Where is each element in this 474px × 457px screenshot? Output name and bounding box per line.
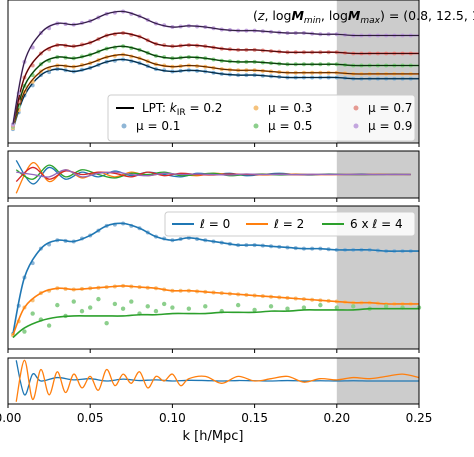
panel-top [7,0,420,147]
legend-marker [253,123,259,129]
data-point [383,304,389,309]
series-line [16,169,411,178]
x-tick-label: 0.25 [406,411,433,425]
x-tick-label: 0.00 [0,411,21,425]
legend-marker [253,105,259,111]
data-point [129,299,134,304]
lpt-line [12,54,419,129]
series-4 [16,169,411,178]
data-point [203,304,208,309]
legend-label: 6 x ℓ = 4 [350,217,403,231]
lpt-line [12,10,419,125]
x-tick-label: 0.15 [241,411,268,425]
data-point [235,302,241,308]
series-line [15,360,419,396]
axes-frame [7,205,420,350]
x-tick-label: 0.20 [323,411,350,425]
series-line [15,359,420,402]
data-point [252,307,257,313]
legend-label: μ = 0.3 [268,101,312,115]
series-line [12,307,419,339]
legend-marker [353,123,359,129]
axes-frame [7,0,420,144]
data-point [120,306,126,311]
legend-label: μ = 0.9 [368,119,412,133]
data-point [71,299,76,304]
legend-label: μ = 0.5 [268,119,312,133]
series-4 [10,9,419,127]
data-point [285,306,290,311]
data-point [351,304,356,309]
x-tick-label: 0.10 [159,411,186,425]
legend-top-frame [107,94,416,142]
data-point [186,306,192,311]
data-point [55,302,60,308]
data-point [301,305,307,310]
data-point [145,304,150,309]
data-point [79,308,85,314]
legend-bottom: ℓ = 0 ℓ = 2 6 x ℓ = 4 [164,211,416,237]
data-point [88,305,93,310]
legend-label: ℓ = 0 [199,217,230,231]
panel-top-residual [7,150,420,202]
series-3 [10,31,419,128]
series-line [12,285,419,336]
data-point [104,320,109,326]
series-0 [10,221,419,336]
legend-marker [121,123,127,129]
legend-bottom-frame [164,211,416,237]
legend-lpt-label: LPT: kIR = 0.2 [142,101,222,118]
data-point [153,308,159,314]
data-point [46,323,52,328]
chart-annotation: (z, logMmin, logMmax) = (0.8, 12.5, 13.0… [253,8,474,26]
legend-label: μ = 0.7 [368,101,412,115]
panel-bottom-residual: 0.00 0.05 0.10 0.15 0.20 0.25 [0,357,433,425]
data-point [161,301,167,307]
lpt-line [12,45,419,127]
series-0 [10,57,419,132]
axes-frame [7,357,420,405]
legend-top: LPT: kIR = 0.2 μ = 0.1 μ = 0.3 μ = 0.5 μ = … [107,94,416,142]
x-axis-label: k [h/Mpc] [182,429,243,444]
lpt-line [12,32,419,126]
x-tick-label: 0.05 [77,411,104,425]
data-point [268,304,274,309]
series-1 [10,52,419,130]
data-point [96,296,101,302]
series-line [12,222,419,335]
legend-label: ℓ = 2 [273,217,304,231]
lpt-line [12,58,419,130]
data-point [334,305,339,310]
series-0 [15,360,419,396]
data-point [22,329,27,334]
data-point [30,311,35,316]
data-point [318,302,323,308]
series-1 [10,283,419,338]
data-point [112,301,118,307]
data-point [170,305,175,310]
series-2 [10,44,419,129]
axes-frame [7,150,420,199]
legend-label: μ = 0.1 [136,119,180,133]
series-1 [15,359,420,402]
legend-marker [353,105,359,111]
